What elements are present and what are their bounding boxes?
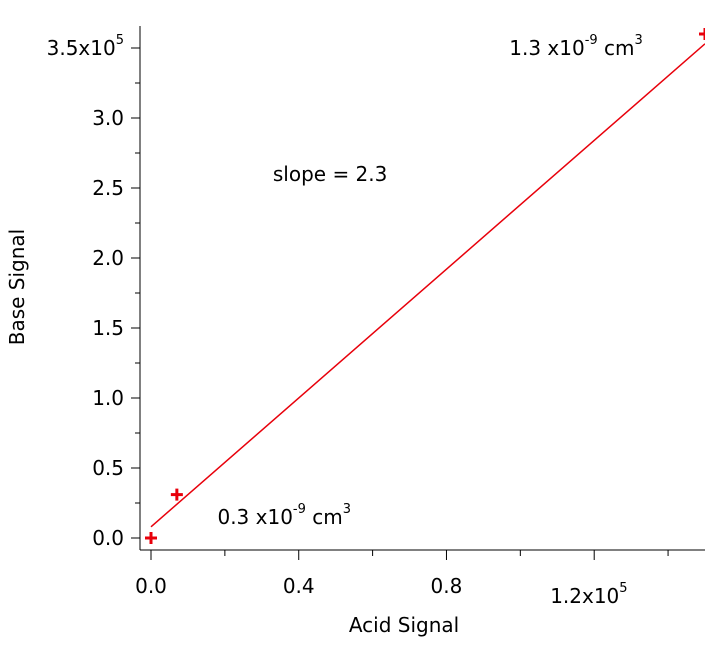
- x-tick-label: 0.4: [283, 574, 315, 598]
- x-tick-label: 0.0: [135, 574, 167, 598]
- annotation: 1.3 x10-9 cm3: [509, 33, 643, 60]
- x-tick-label: 0.8: [431, 574, 463, 598]
- y-axis-title: Base Signal: [5, 229, 29, 346]
- fit-line: [150, 43, 705, 528]
- data-point: [699, 28, 705, 40]
- y-tick-label: 2.5: [92, 176, 124, 200]
- y-tick-label: 0.5: [92, 456, 124, 480]
- y-tick-label: 3.0: [92, 106, 124, 130]
- y-tick-label: 1.0: [92, 386, 124, 410]
- labels: 0.0 0.5 1.0 1.5 2.0 2.5 3.0 3.5x105 0.0 0.4 0.8 1.2…: [5, 33, 643, 637]
- annotation: slope = 2.3: [273, 162, 388, 186]
- annotation: 0.3 x10-9 cm3: [217, 502, 351, 529]
- x-axis-title: Acid Signal: [349, 613, 459, 637]
- y-tick-label: 3.5x105: [47, 33, 124, 60]
- y-tick-label: 1.5: [92, 316, 124, 340]
- axes: [131, 26, 705, 560]
- y-tick-label: 2.0: [92, 246, 124, 270]
- marks: [145, 28, 705, 544]
- data-point: [145, 532, 157, 544]
- data-point: [170, 488, 183, 501]
- x-tick-label: 1.2x105: [550, 581, 627, 608]
- y-tick-label: 0.0: [92, 526, 124, 550]
